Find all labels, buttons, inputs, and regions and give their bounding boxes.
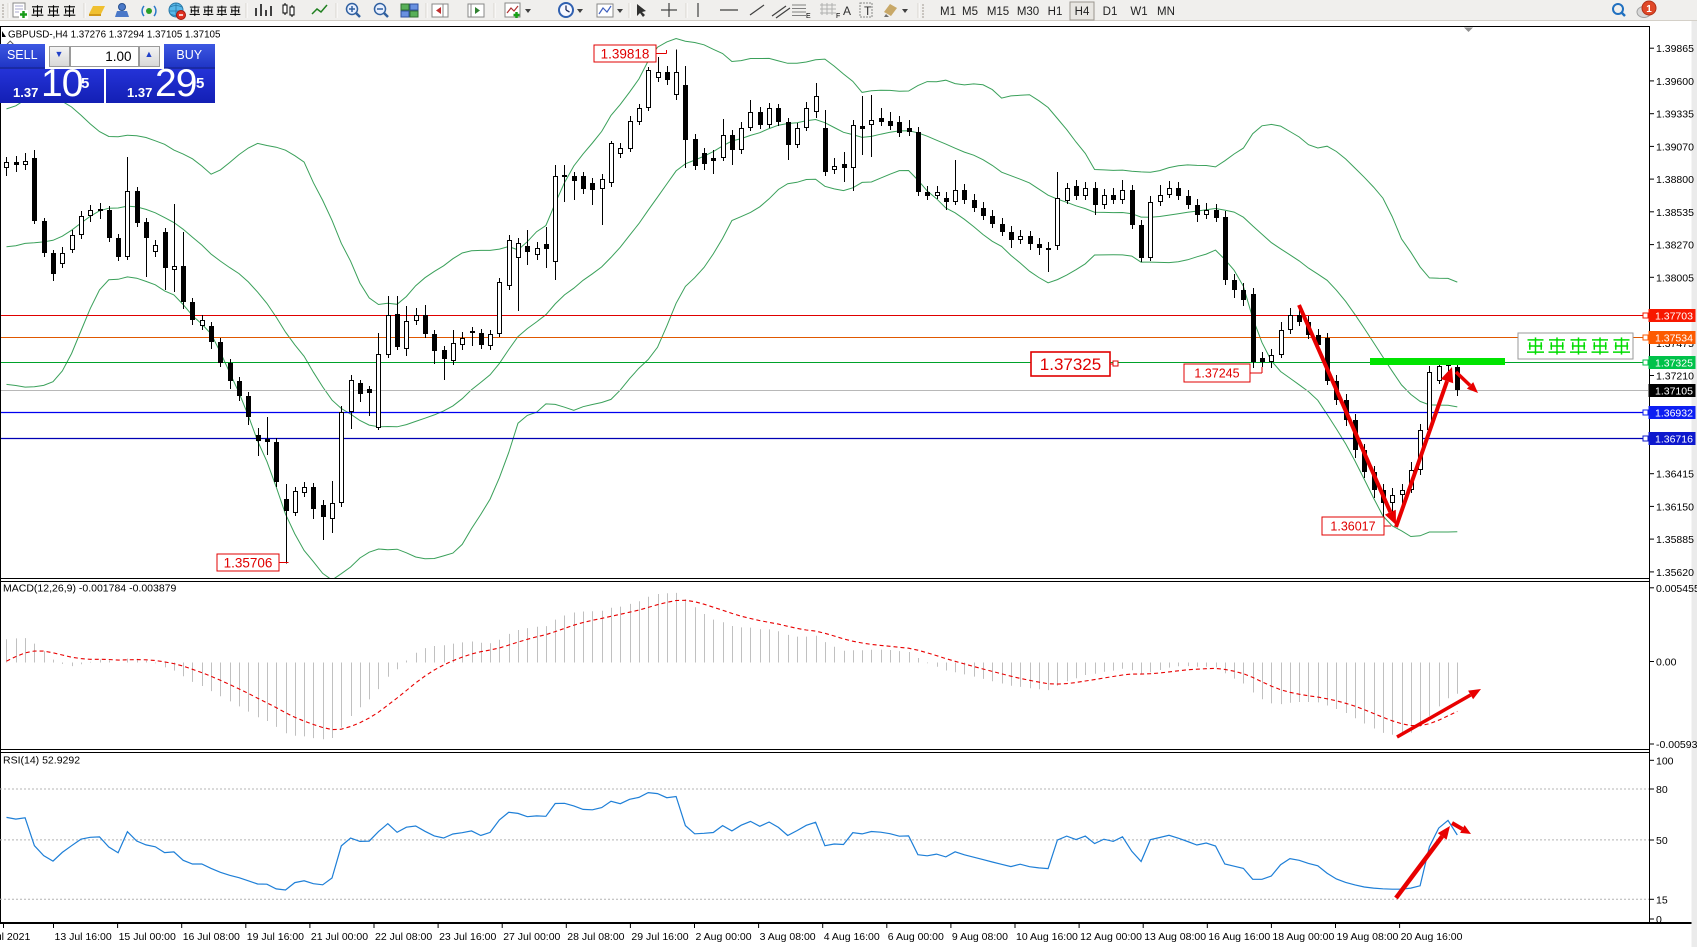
svg-text:1.37703: 1.37703: [1655, 311, 1693, 323]
svg-text:1.39335: 1.39335: [1656, 109, 1694, 121]
svg-text:1.39818: 1.39818: [601, 46, 650, 61]
svg-text:21 Jul 00:00: 21 Jul 00:00: [311, 931, 368, 943]
svg-text:1.37325: 1.37325: [1040, 355, 1101, 374]
svg-text:15: 15: [1656, 894, 1668, 906]
svg-text:50: 50: [1656, 835, 1668, 847]
svg-text:W1: W1: [1130, 6, 1147, 18]
svg-text:23 Jul 16:00: 23 Jul 16:00: [439, 931, 496, 943]
svg-text:2 Aug 00:00: 2 Aug 00:00: [696, 931, 752, 943]
svg-text:10 Aug 16:00: 10 Aug 16:00: [1016, 931, 1078, 943]
svg-text:0.005455: 0.005455: [1656, 583, 1697, 595]
svg-text:6 Aug 00:00: 6 Aug 00:00: [888, 931, 944, 943]
svg-text:1.38800: 1.38800: [1656, 174, 1694, 186]
svg-text:GBPUSD-,H4 1.37276 1.37294 1.: GBPUSD-,H4 1.37276 1.37294 1.37105 1.371…: [8, 30, 221, 41]
svg-text:0: 0: [1656, 914, 1662, 926]
svg-text:19 Aug 08:00: 19 Aug 08:00: [1337, 931, 1399, 943]
svg-text:H1: H1: [1048, 6, 1063, 18]
svg-text:F: F: [836, 13, 840, 20]
svg-text:100: 100: [1656, 755, 1674, 767]
svg-text:1.35706: 1.35706: [224, 555, 273, 570]
svg-text:12 Aug 00:00: 12 Aug 00:00: [1080, 931, 1142, 943]
svg-text:MACD(12,26,9) -0.001784 -0.003: MACD(12,26,9) -0.001784 -0.003879: [3, 583, 177, 595]
svg-text:H4: H4: [1075, 6, 1090, 18]
svg-text:RSI(14) 52.9292: RSI(14) 52.9292: [3, 755, 80, 767]
svg-text:1.37105: 1.37105: [1655, 386, 1693, 398]
svg-text:1.37245: 1.37245: [1194, 367, 1239, 381]
svg-text:16 Jul 08:00: 16 Jul 08:00: [183, 931, 240, 943]
svg-text:M30: M30: [1017, 6, 1039, 18]
svg-text:16 Aug 16:00: 16 Aug 16:00: [1208, 931, 1270, 943]
svg-text:1.39600: 1.39600: [1656, 76, 1694, 88]
svg-text:1.36932: 1.36932: [1655, 408, 1693, 420]
svg-text:20 Aug 16:00: 20 Aug 16:00: [1401, 931, 1463, 943]
svg-text:1.36017: 1.36017: [1330, 520, 1375, 534]
svg-text:1: 1: [1646, 4, 1652, 15]
svg-text:1.37325: 1.37325: [1655, 358, 1693, 370]
svg-text:1.35620: 1.35620: [1656, 567, 1694, 579]
svg-text:1.39070: 1.39070: [1656, 141, 1694, 153]
svg-text:27 Jul 00:00: 27 Jul 00:00: [503, 931, 560, 943]
svg-text:1.39865: 1.39865: [1656, 43, 1694, 55]
svg-text:1.35885: 1.35885: [1656, 534, 1694, 546]
svg-text:80: 80: [1656, 784, 1668, 796]
svg-text:M5: M5: [962, 6, 978, 18]
svg-text:0.00: 0.00: [1656, 657, 1677, 669]
svg-text:22 Jul 08:00: 22 Jul 08:00: [375, 931, 432, 943]
svg-text:12 Jul 2021: 12 Jul 2021: [0, 931, 30, 943]
svg-text:4 Aug 16:00: 4 Aug 16:00: [824, 931, 880, 943]
svg-text:13 Jul 16:00: 13 Jul 16:00: [55, 931, 112, 943]
svg-text:19 Jul 16:00: 19 Jul 16:00: [247, 931, 304, 943]
svg-text:29 Jul 16:00: 29 Jul 16:00: [631, 931, 688, 943]
svg-text:T: T: [864, 4, 872, 18]
svg-text:A: A: [843, 4, 851, 18]
svg-text:1.36150: 1.36150: [1656, 501, 1694, 513]
svg-text:1.38270: 1.38270: [1656, 240, 1694, 252]
svg-text:E: E: [806, 13, 811, 20]
svg-text:M15: M15: [987, 6, 1009, 18]
svg-text:1.37534: 1.37534: [1655, 333, 1693, 345]
svg-text:M1: M1: [940, 6, 956, 18]
svg-text:15 Jul 00:00: 15 Jul 00:00: [119, 931, 176, 943]
svg-text:D1: D1: [1103, 6, 1118, 18]
svg-text:1.36415: 1.36415: [1656, 469, 1694, 481]
svg-text:13 Aug 08:00: 13 Aug 08:00: [1144, 931, 1206, 943]
svg-text:1.37210: 1.37210: [1656, 371, 1694, 383]
svg-text:1.38005: 1.38005: [1656, 272, 1694, 284]
svg-text:-0.005938: -0.005938: [1656, 739, 1697, 751]
svg-text:MN: MN: [1157, 6, 1175, 18]
svg-text:9 Aug 08:00: 9 Aug 08:00: [952, 931, 1008, 943]
svg-text:1.38535: 1.38535: [1656, 207, 1694, 219]
svg-text:3 Aug 08:00: 3 Aug 08:00: [760, 931, 816, 943]
svg-text:18 Aug 00:00: 18 Aug 00:00: [1272, 931, 1334, 943]
svg-text:28 Jul 08:00: 28 Jul 08:00: [567, 931, 624, 943]
svg-text:1.36716: 1.36716: [1655, 434, 1693, 446]
